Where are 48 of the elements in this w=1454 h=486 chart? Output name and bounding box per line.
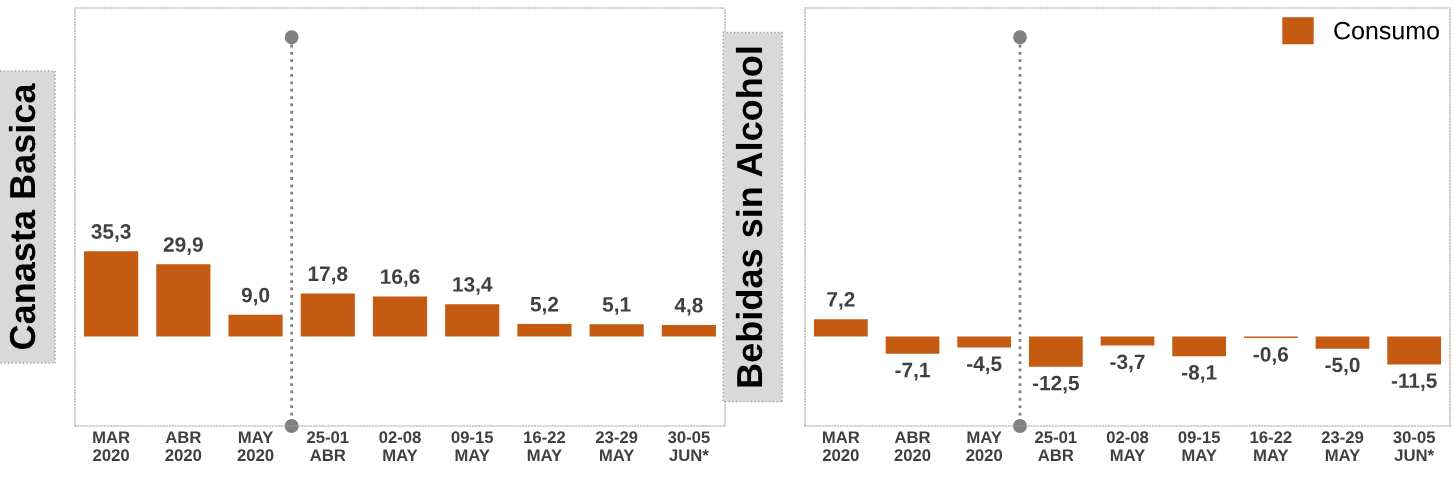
data-label: 9,0	[241, 287, 270, 306]
data-label: 5,2	[530, 296, 559, 315]
x-tick-label: 02-08 MAY	[1106, 431, 1149, 461]
x-tick-label: 23-29 MAY	[595, 431, 638, 461]
data-label: 17,8	[308, 266, 348, 285]
x-tick-label: ABR 2020	[894, 431, 931, 462]
x-tick-label: ABR 2020	[165, 431, 202, 462]
data-label: -3,7	[1110, 354, 1145, 373]
bar	[84, 251, 139, 337]
x-tick-label: 30-05 JUN*	[1393, 431, 1436, 462]
data-label: 13,4	[453, 277, 493, 295]
y-axis-title: Bebidas sin Alcohol	[735, 47, 763, 387]
data-label: 16,6	[381, 269, 420, 288]
x-tick-label: MAY 2020	[237, 431, 274, 462]
y-axis-title: Canasta Basica	[8, 83, 36, 349]
data-label: 5,1	[602, 297, 631, 315]
data-label: 4,8	[674, 297, 703, 316]
data-label: -8,1	[1182, 365, 1217, 383]
x-tick-label: 25-01 ABR	[307, 431, 349, 461]
x-tick-label: 09-15 MAY	[451, 431, 494, 461]
data-label: -0,6	[1253, 346, 1289, 365]
data-label: 35,3	[91, 224, 131, 242]
x-tick-label: MAY 2020	[966, 431, 1003, 462]
x-tick-label: 25-01 ABR	[1035, 431, 1077, 461]
data-label: -11,5	[1391, 373, 1437, 392]
bar	[445, 304, 500, 337]
data-label: -12,5	[1032, 375, 1079, 394]
x-tick-label: 30-05 JUN*	[667, 431, 710, 462]
bar	[661, 325, 716, 337]
x-tick-label: MAR 2020	[93, 431, 130, 462]
x-tick-label: 16-22 MAY	[1250, 431, 1292, 461]
x-tick-label: 09-15 MAY	[1178, 431, 1221, 461]
x-tick-label: 16-22 MAY	[524, 431, 566, 461]
data-label: 7,2	[827, 292, 855, 310]
bar	[300, 293, 355, 337]
x-tick-label: 23-29 MAY	[1321, 431, 1364, 461]
data-label: -4,5	[967, 356, 1002, 375]
bar	[156, 264, 211, 337]
x-tick-label: 02-08 MAY	[379, 431, 421, 461]
data-label: 29,9	[163, 237, 203, 255]
data-label: -5,0	[1325, 357, 1360, 376]
x-tick-label: MAR 2020	[822, 431, 860, 462]
bar	[372, 296, 428, 337]
bar	[228, 314, 283, 337]
data-label: -7,1	[895, 362, 930, 381]
bar	[517, 324, 572, 337]
legend-label: Consumo	[1334, 21, 1439, 40]
bar	[589, 324, 644, 337]
